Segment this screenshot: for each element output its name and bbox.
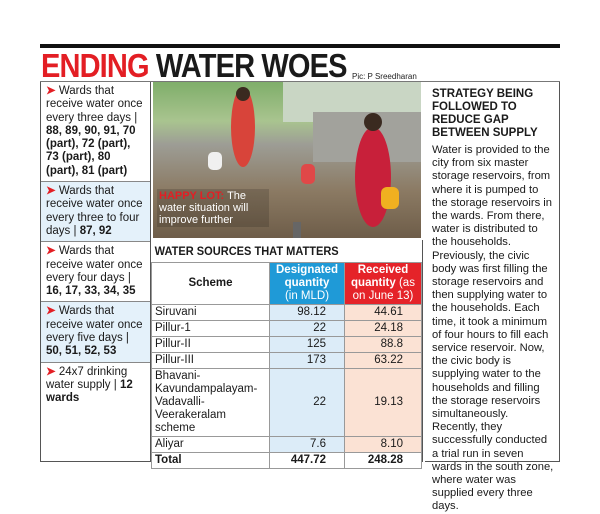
- headline: ENDING WATER WOES: [41, 47, 347, 84]
- designated-cell: 22: [269, 320, 345, 337]
- total-row: Total 447.72 248.28: [151, 452, 422, 469]
- total-received: 248.28: [344, 452, 422, 469]
- table-row: Pillur-III 173 63.22: [151, 352, 422, 369]
- total-designated: 447.72: [269, 452, 345, 469]
- designated-cell: 98.12: [269, 304, 345, 321]
- arrow-icon: ➤: [46, 305, 56, 318]
- received-cell: 44.61: [344, 304, 422, 321]
- scheme-cell: Siruvani: [151, 304, 270, 321]
- table-row: Pillur-1 22 24.18: [151, 320, 422, 337]
- divider: [40, 81, 560, 82]
- strategy-body: Water is provided to the city from six m…: [432, 144, 554, 513]
- received-cell: 88.8: [344, 336, 422, 353]
- ward-item: ➤ Wards that receive water once every th…: [41, 82, 150, 183]
- received-cell: 63.22: [344, 352, 422, 369]
- total-label: Total: [151, 452, 270, 469]
- news-photo: HAPPY LOT: The water situation will impr…: [153, 82, 421, 238]
- arrow-icon: ➤: [46, 185, 56, 198]
- ward-item: ➤ Wards that receive water once every fi…: [41, 302, 150, 363]
- scheme-cell: Bhavani-Kavundampalayam-Vadavalli-Veerak…: [151, 368, 270, 437]
- strategy-panel: STRATEGY BEING FOLLOWED TO REDUCE GAP BE…: [425, 82, 560, 512]
- scheme-cell: Aliyar: [151, 436, 270, 453]
- scheme-cell: Pillur-II: [151, 336, 270, 353]
- photo-illustration: [208, 82, 421, 238]
- water-sources-table: WATER SOURCES THAT MATTERS Scheme Design…: [150, 240, 423, 469]
- ward-item: ➤ 24x7 drinking water supply | 12 wards: [46, 365, 133, 405]
- ward-item: ➤ Wards that receive water once every th…: [41, 182, 150, 243]
- table-row: Siruvani 98.12 44.61: [151, 304, 422, 321]
- designated-cell: 125: [269, 336, 345, 353]
- received-cell: 8.10: [344, 436, 422, 453]
- strategy-heading: STRATEGY BEING FOLLOWED TO REDUCE GAP BE…: [432, 88, 538, 139]
- arrow-icon: ➤: [46, 85, 56, 97]
- received-cell: 24.18: [344, 320, 422, 337]
- scheme-cell: Pillur-1: [151, 320, 270, 337]
- table-row: Aliyar 7.6 8.10: [151, 436, 422, 453]
- table-row: Pillur-II 125 88.8: [151, 336, 422, 353]
- designated-cell: 7.6: [269, 436, 345, 453]
- scheme-cell: Pillur-III: [151, 352, 270, 369]
- header-designated: Designated quantity (in MLD): [269, 262, 345, 305]
- header-scheme: Scheme: [151, 262, 270, 305]
- arrow-icon: ➤: [46, 245, 56, 258]
- top-rule: [40, 44, 560, 48]
- arrow-icon: ➤: [46, 365, 56, 378]
- header-received: Received quantity (as on June 13): [344, 262, 422, 305]
- photo-caption: HAPPY LOT: The water situation will impr…: [157, 189, 269, 227]
- received-cell: 19.13: [344, 368, 422, 437]
- table-row: Bhavani-Kavundampalayam-Vadavalli-Veerak…: [151, 368, 422, 437]
- photo-credit: Pic: P Sreedharan: [352, 72, 417, 81]
- designated-cell: 173: [269, 352, 345, 369]
- wards-panel: ➤ Wards that receive water once every th…: [40, 82, 151, 462]
- designated-cell: 22: [269, 368, 345, 437]
- table-title: WATER SOURCES THAT MATTERS: [154, 244, 339, 258]
- ward-item: ➤ Wards that receive water once every fo…: [41, 242, 150, 303]
